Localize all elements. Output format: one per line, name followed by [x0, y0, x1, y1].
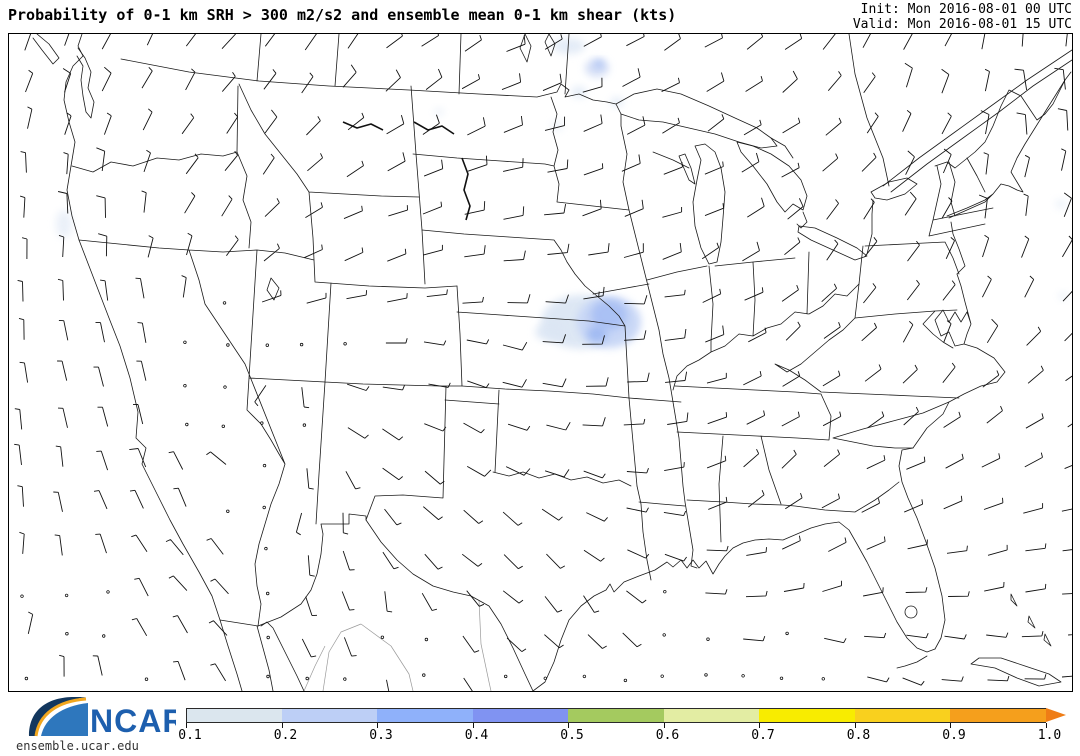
- probability-region-east-offshore-patch-1: [1055, 199, 1067, 209]
- colorbar-label: 0.2: [273, 728, 298, 743]
- run-times: Init: Mon 2016-08-01 00 UTC Valid: Mon 2…: [853, 2, 1072, 32]
- mississippi-river: [628, 209, 698, 569]
- lake-superior: [615, 88, 778, 149]
- colorbar-tick: [186, 723, 187, 728]
- baja-gulf-california: [219, 619, 305, 691]
- site-url: ensemble.ucar.edu: [16, 739, 139, 753]
- state-borders: [32, 34, 1072, 691]
- puget-sound: [32, 34, 95, 119]
- probability-region-minnesota-patch-1: [553, 38, 585, 54]
- colorbar-tick: [950, 723, 951, 728]
- pacific-coastline: [63, 34, 243, 691]
- plains-state-borders: [412, 96, 650, 487]
- colorbar-tick: [759, 723, 760, 728]
- small-lakes: [266, 34, 556, 301]
- gulf-coastline: [532, 521, 936, 691]
- colorbar-segment: [377, 708, 473, 723]
- lake-huron: [736, 141, 808, 213]
- atlantic-coastline: [898, 343, 1006, 650]
- ncar-logo-text: NCAR: [90, 703, 176, 739]
- init-time: Init: Mon 2016-08-01 00 UTC: [860, 2, 1072, 17]
- colorbar-label: 1.0: [1037, 728, 1062, 743]
- ncar-logo-gold-arc: [34, 697, 87, 737]
- probability-region-minnesota-core: [594, 60, 604, 68]
- colorbar-tick: [568, 723, 569, 728]
- ncar-logo-swoosh-dark: [29, 697, 86, 736]
- colorbar-label: 0.3: [369, 728, 393, 743]
- east-state-borders: [774, 157, 994, 449]
- us-mexico-border: [257, 513, 534, 691]
- colorbar-label: 0.9: [942, 728, 966, 743]
- colorbar: [186, 708, 1046, 723]
- colorbar-segment: [281, 708, 377, 723]
- probability-region-kansas-west-patch: [535, 323, 563, 341]
- valid-time: Valid: Mon 2016-08-01 15 UTC: [852, 17, 1072, 32]
- colorbar-segment: [759, 708, 855, 723]
- wind-barb-layer: [14, 34, 1072, 691]
- northeast-coastline: [946, 71, 1072, 275]
- colorbar-arrow: [1046, 708, 1066, 722]
- colorbar-label: 0.5: [560, 728, 584, 743]
- colorbar-tick: [854, 723, 856, 728]
- probability-shading-layer: [56, 38, 1068, 349]
- colorbar-segment: [854, 708, 950, 723]
- ncar-logo: NCAR: [29, 697, 176, 739]
- midwest-state-borders: [646, 151, 860, 391]
- map-canvas: [8, 33, 1073, 692]
- probability-region-minnesota-patch-4: [610, 97, 624, 107]
- probability-region-oregon-coast-patch: [56, 210, 72, 238]
- maine-canada-border: [934, 79, 1066, 169]
- page-title: Probability of 0-1 km SRH > 300 m2/s2 an…: [8, 6, 677, 24]
- colorbar-label: 0.4: [464, 728, 489, 743]
- probability-region-nebraska-kansas-core2: [587, 326, 607, 342]
- colorbar-segment: [186, 708, 282, 723]
- colorbar-label: 0.1: [178, 728, 202, 743]
- colorbar-tick: [377, 723, 378, 728]
- colorbar-tick: [663, 723, 665, 728]
- calm-wind-dots: [20, 301, 825, 683]
- probability-region-east-offshore-patch-2: [1058, 292, 1068, 300]
- colorbar-label: 0.7: [751, 728, 775, 743]
- colorbar-tick: [472, 723, 474, 728]
- colorbar-segment: [950, 708, 1046, 723]
- wind-barbs: [14, 34, 1072, 691]
- colorbar-label: 0.8: [846, 728, 871, 743]
- cuba-bahamas: [896, 593, 1062, 687]
- us-canada-border: [120, 58, 874, 255]
- probability-region-montana-patch: [434, 108, 444, 116]
- lake-michigan: [678, 143, 726, 265]
- canada-province-borders: [256, 34, 890, 187]
- lake-okeechobee: [904, 605, 918, 619]
- missouri-river-reservoirs: [342, 121, 471, 221]
- lake-ontario: [870, 177, 918, 201]
- south-state-borders: [628, 385, 900, 581]
- colorbar-tick: [281, 723, 283, 728]
- ncar-logo-swoosh-light: [41, 703, 88, 736]
- colorbar-label: 0.6: [655, 728, 680, 743]
- colorbar-segment: [663, 708, 759, 723]
- lake-erie: [797, 225, 868, 261]
- foreign-borders: [303, 599, 492, 691]
- west-state-borders: [71, 83, 630, 627]
- colorbar-segment: [568, 708, 664, 723]
- colorbar-tick: [1045, 723, 1047, 728]
- colorbar-segment: [472, 708, 568, 723]
